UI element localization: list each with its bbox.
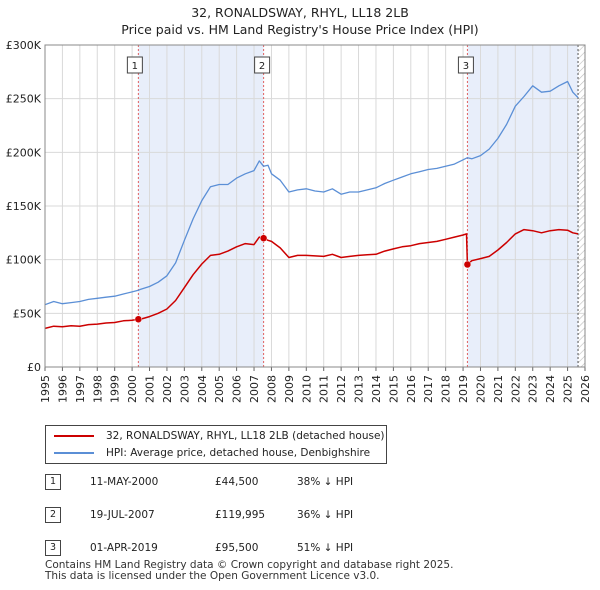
x-tick-label: 2017	[422, 375, 435, 403]
sale-hpi-diff: 38% ↓ HPI	[297, 476, 354, 488]
sale-number-badge: 3	[45, 540, 61, 556]
sale-number-badge: 2	[45, 507, 61, 523]
legend-label-property: 32, RONALDSWAY, RHYL, LL18 2LB (detached…	[106, 430, 385, 442]
x-tick-label: 2019	[457, 375, 470, 403]
sale-number-badge: 1	[45, 474, 61, 490]
sale-marker-label: 2	[259, 61, 265, 72]
x-tick-label: 2009	[283, 375, 296, 403]
x-tick-label: 1995	[39, 375, 52, 403]
sale-marker-box	[254, 56, 271, 74]
sale-marker-box	[126, 56, 143, 74]
hpi-series-line	[44, 80, 579, 306]
x-tick-label: 1998	[91, 375, 104, 403]
sale-marker-box	[457, 56, 474, 74]
x-tick-label: 2008	[265, 375, 278, 403]
x-tick-label: 2004	[196, 375, 209, 403]
x-tick-label: 2002	[161, 375, 174, 403]
sale-row: 3 01-APR-2019 £95,500 51% ↓ HPI	[45, 540, 385, 573]
sales-table: 1 11-MAY-2000 £44,500 38% ↓ HPI 2 19-JUL…	[45, 474, 385, 573]
footer: Contains HM Land Registry data © Crown c…	[45, 560, 453, 582]
y-tick-label: £0	[27, 361, 41, 374]
x-tick-label: 2026	[579, 375, 592, 403]
sale-price: £44,500	[215, 476, 259, 488]
x-tick-label: 2012	[335, 375, 348, 403]
x-tick-label: 2007	[248, 375, 261, 403]
sale-date: 19-JUL-2007	[90, 509, 155, 521]
price-chart: 1 2 3 £0 £50K £100K £150K £200K £250K £300K 1995 1…	[6, 39, 592, 403]
sale-hpi-diff: 36% ↓ HPI	[297, 509, 354, 521]
x-tick-label: 2001	[144, 375, 157, 403]
sale-hpi-diff: 51% ↓ HPI	[297, 542, 354, 554]
x-tick-label: 2018	[440, 375, 453, 403]
legend-label-hpi: HPI: Average price, detached house, Denb…	[106, 447, 371, 459]
sale-price: £119,995	[215, 509, 266, 521]
sale-marker-label: 3	[463, 61, 469, 72]
x-tick-label: 2024	[544, 375, 557, 403]
chart-subtitle: Price paid vs. HM Land Registry's House …	[121, 22, 479, 37]
y-tick-label: £50K	[13, 307, 42, 320]
footer-copyright: Contains HM Land Registry data © Crown c…	[45, 559, 454, 571]
x-tick-label: 2021	[492, 375, 505, 403]
y-tick-label: £300K	[6, 39, 42, 52]
legend-swatch-hpi	[54, 452, 94, 454]
legend-swatch-property	[54, 435, 94, 437]
x-tick-label: 2013	[353, 375, 366, 403]
x-tick-label: 2011	[318, 375, 331, 403]
sale-row: 1 11-MAY-2000 £44,500 38% ↓ HPI	[45, 474, 385, 507]
y-tick-label: £100K	[6, 254, 42, 267]
chart-title: 32, RONALDSWAY, RHYL, LL18 2LB	[191, 5, 409, 20]
x-tick-label: 2016	[405, 375, 418, 403]
x-tick-label: 2005	[213, 375, 226, 403]
x-tick-label: 2010	[300, 375, 313, 403]
legend-item-hpi: HPI: Average price, detached house, Denb…	[54, 445, 370, 461]
x-tick-label: 2000	[126, 375, 139, 403]
sale-marker-label: 1	[132, 61, 138, 72]
chart-legend: 32, RONALDSWAY, RHYL, LL18 2LB (detached…	[45, 425, 387, 464]
x-tick-label: 2003	[178, 375, 191, 403]
x-tick-label: 2025	[562, 375, 575, 403]
y-tick-label: £150K	[6, 200, 42, 213]
sale-point	[134, 315, 143, 323]
x-tick-label: 2022	[509, 375, 522, 403]
sale-price: £95,500	[215, 542, 259, 554]
x-tick-label: 2015	[387, 375, 400, 403]
sale-row: 2 19-JUL-2007 £119,995 36% ↓ HPI	[45, 507, 385, 540]
x-tick-label: 1996	[56, 375, 69, 403]
x-tick-label: 2023	[527, 375, 540, 403]
y-tick-label: £250K	[6, 93, 42, 106]
x-tick-label: 2014	[370, 375, 383, 403]
y-tick-label: £200K	[6, 146, 42, 159]
sale-date: 11-MAY-2000	[90, 476, 159, 488]
sale-point	[463, 260, 472, 269]
x-tick-label: 2006	[231, 375, 244, 403]
x-tick-label: 1999	[109, 375, 122, 403]
plot-border	[44, 44, 586, 368]
footer-license: This data is licensed under the Open Gov…	[45, 570, 380, 582]
sale-date: 01-APR-2019	[90, 542, 158, 554]
sale-point	[259, 234, 268, 242]
x-tick-label: 1997	[74, 375, 87, 403]
legend-item-property: 32, RONALDSWAY, RHYL, LL18 2LB (detached…	[54, 428, 385, 444]
x-tick-label: 2020	[474, 375, 487, 403]
